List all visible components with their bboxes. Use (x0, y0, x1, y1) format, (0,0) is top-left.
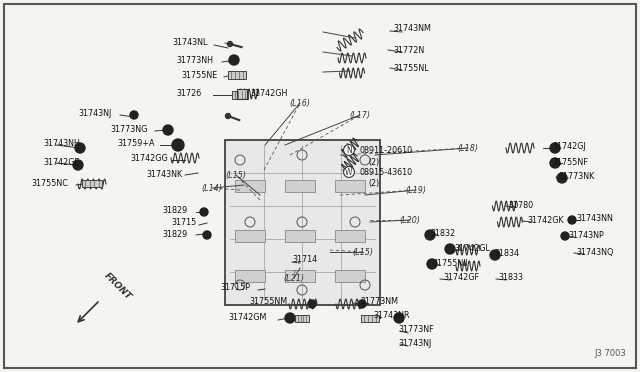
Text: 31742GL: 31742GL (454, 244, 490, 253)
Circle shape (568, 216, 576, 224)
Circle shape (561, 232, 569, 240)
Circle shape (285, 313, 295, 323)
Bar (225, 140, 380, 305)
Text: 31742GM: 31742GM (228, 314, 267, 323)
Text: 31742GK: 31742GK (527, 215, 564, 224)
Text: 31743NJ: 31743NJ (79, 109, 112, 118)
Circle shape (550, 143, 560, 153)
Text: 31742GG: 31742GG (131, 154, 168, 163)
Text: 31759+A: 31759+A (118, 138, 155, 148)
Text: 31743NM: 31743NM (393, 23, 431, 32)
Circle shape (75, 143, 85, 153)
Text: 31773NG: 31773NG (111, 125, 148, 134)
Text: 31743NP: 31743NP (568, 231, 604, 240)
Text: 31773NM: 31773NM (360, 298, 398, 307)
Circle shape (203, 231, 211, 239)
Circle shape (425, 230, 435, 240)
Text: 31755NL: 31755NL (393, 64, 429, 73)
Circle shape (490, 250, 500, 260)
Text: 31833: 31833 (498, 273, 523, 282)
Text: 31755NII: 31755NII (432, 259, 468, 267)
Circle shape (557, 173, 567, 183)
Text: 31832: 31832 (430, 228, 455, 237)
Text: 31743NH: 31743NH (43, 138, 80, 148)
Text: 31743NL: 31743NL (173, 38, 208, 46)
Text: 31726: 31726 (177, 89, 202, 97)
Text: 31714: 31714 (292, 256, 317, 264)
Text: (L14): (L14) (202, 183, 223, 192)
Bar (235, 270, 265, 282)
Circle shape (73, 160, 83, 170)
Text: 31773NF: 31773NF (398, 326, 434, 334)
Text: 08911-20610: 08911-20610 (360, 145, 413, 154)
Circle shape (308, 300, 316, 308)
Bar (335, 270, 365, 282)
Bar (285, 180, 315, 192)
Text: (2): (2) (368, 179, 380, 187)
Text: (L15): (L15) (353, 247, 374, 257)
Text: (2): (2) (368, 157, 380, 167)
Bar (285, 230, 315, 242)
Text: J3 7003: J3 7003 (595, 349, 626, 358)
Bar (335, 230, 365, 242)
Text: 31742GF: 31742GF (443, 273, 479, 282)
Bar (235, 180, 265, 192)
Text: 31773NH: 31773NH (176, 55, 213, 64)
Text: (L19): (L19) (406, 186, 426, 195)
Circle shape (227, 42, 232, 46)
Text: 31715P: 31715P (220, 283, 250, 292)
Text: 31743NJ: 31743NJ (398, 340, 431, 349)
Bar (335, 180, 365, 192)
Circle shape (358, 300, 366, 308)
Text: 31743NQ: 31743NQ (576, 247, 613, 257)
Text: 31755NM: 31755NM (250, 298, 288, 307)
Text: 31780: 31780 (508, 201, 533, 209)
Text: 31755NE: 31755NE (182, 71, 218, 80)
Text: W: W (345, 167, 353, 176)
Bar (285, 270, 315, 282)
Circle shape (394, 313, 404, 323)
Text: 31829: 31829 (163, 230, 188, 238)
Text: 31742GE: 31742GE (43, 157, 79, 167)
Text: (L17): (L17) (349, 110, 371, 119)
Text: (L20): (L20) (399, 215, 420, 224)
Text: 31834: 31834 (494, 250, 519, 259)
Circle shape (550, 158, 560, 168)
Text: (L18): (L18) (458, 144, 479, 153)
Text: (L21): (L21) (284, 273, 305, 282)
Polygon shape (361, 314, 379, 321)
Text: (L16): (L16) (289, 99, 310, 108)
Polygon shape (232, 91, 248, 99)
Circle shape (229, 55, 239, 65)
Circle shape (200, 208, 208, 216)
Circle shape (225, 113, 230, 119)
Circle shape (130, 111, 138, 119)
Text: 31743NN: 31743NN (576, 214, 613, 222)
Text: FRONT: FRONT (102, 272, 132, 302)
Circle shape (163, 125, 173, 135)
Polygon shape (228, 71, 246, 79)
Polygon shape (82, 180, 102, 186)
Text: 31743NR: 31743NR (373, 311, 410, 321)
Text: (L15): (L15) (225, 170, 246, 180)
Text: 31772N: 31772N (393, 45, 424, 55)
Text: 31743NK: 31743NK (147, 170, 183, 179)
Text: 31829: 31829 (163, 205, 188, 215)
Text: N: N (346, 145, 352, 154)
Text: 31742GJ: 31742GJ (552, 141, 586, 151)
Text: 31755NC: 31755NC (31, 179, 68, 187)
Circle shape (172, 139, 184, 151)
Circle shape (445, 244, 455, 254)
Text: 31715: 31715 (172, 218, 197, 227)
Polygon shape (295, 314, 309, 321)
Text: 31755NF: 31755NF (552, 157, 588, 167)
Text: 31773NK: 31773NK (558, 171, 595, 180)
Text: 31742GH: 31742GH (250, 89, 287, 97)
Circle shape (427, 259, 437, 269)
Bar (235, 230, 265, 242)
Bar (237, 89, 247, 99)
Text: 08915-43610: 08915-43610 (360, 167, 413, 176)
